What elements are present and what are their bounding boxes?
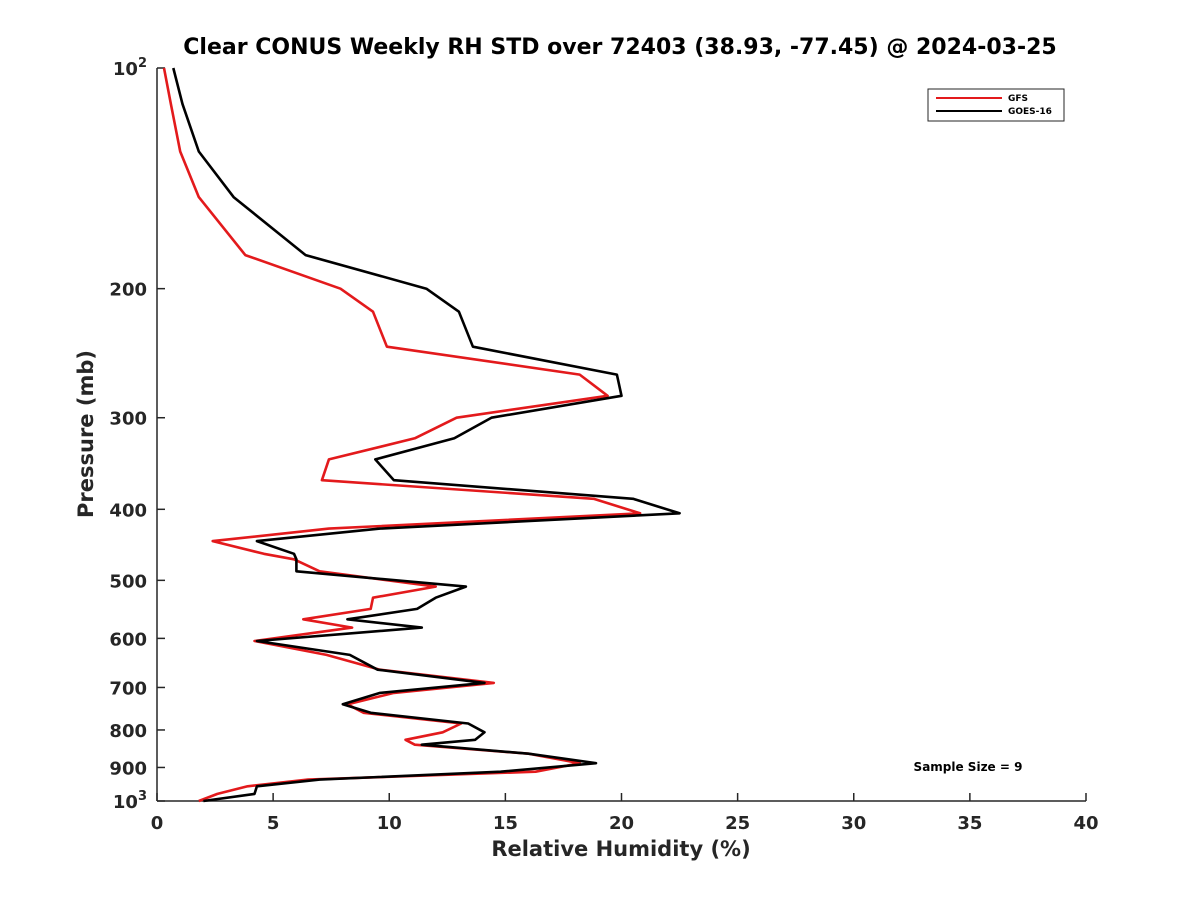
legend: GFS GOES-16 bbox=[927, 88, 1065, 122]
x-tick-label: 25 bbox=[725, 813, 750, 834]
y-tick-label: 102 bbox=[113, 56, 147, 80]
y-tick-label: 300 bbox=[109, 409, 147, 430]
x-tick-label: 40 bbox=[1073, 813, 1098, 834]
series-line-goes16 bbox=[172, 67, 681, 803]
x-tick-label: 15 bbox=[493, 813, 518, 834]
sample-size-annotation: Sample Size = 9 bbox=[914, 760, 1023, 774]
legend-label-goes16: GOES-16 bbox=[1008, 107, 1052, 117]
y-tick-label: 103 bbox=[113, 789, 147, 813]
x-tick-label: 0 bbox=[151, 813, 164, 834]
y-tick-label: 900 bbox=[109, 758, 147, 779]
x-ticks: 0 5 10 15 20 25 30 35 40 bbox=[151, 793, 1099, 834]
y-tick-label: 800 bbox=[109, 721, 147, 742]
y-tick-label: 700 bbox=[109, 678, 147, 699]
legend-box bbox=[927, 88, 1065, 122]
x-tick-label: 35 bbox=[957, 813, 982, 834]
x-axis-label: Relative Humidity (%) bbox=[491, 837, 750, 861]
y-ticks: 102 200 300 400 500 600 700 800 900 103 bbox=[109, 56, 165, 813]
legend-label-gfs: GFS bbox=[1008, 94, 1028, 104]
series-line-gfs bbox=[162, 67, 642, 803]
y-tick-label: 400 bbox=[109, 500, 147, 521]
plot-area: 0 5 10 15 20 25 30 35 40 102 200 300 400 500 600 700 80… bbox=[109, 56, 1098, 834]
y-axis-label: Pressure (mb) bbox=[74, 350, 98, 518]
x-tick-label: 30 bbox=[841, 813, 866, 834]
y-tick-label: 600 bbox=[109, 629, 147, 650]
series-lines bbox=[162, 67, 681, 803]
x-tick-label: 5 bbox=[267, 813, 280, 834]
chart-title: Clear CONUS Weekly RH STD over 72403 (38… bbox=[183, 35, 1056, 60]
x-tick-label: 10 bbox=[377, 813, 402, 834]
x-tick-label: 20 bbox=[609, 813, 634, 834]
y-tick-label: 500 bbox=[109, 571, 147, 592]
y-tick-label: 200 bbox=[109, 280, 147, 301]
